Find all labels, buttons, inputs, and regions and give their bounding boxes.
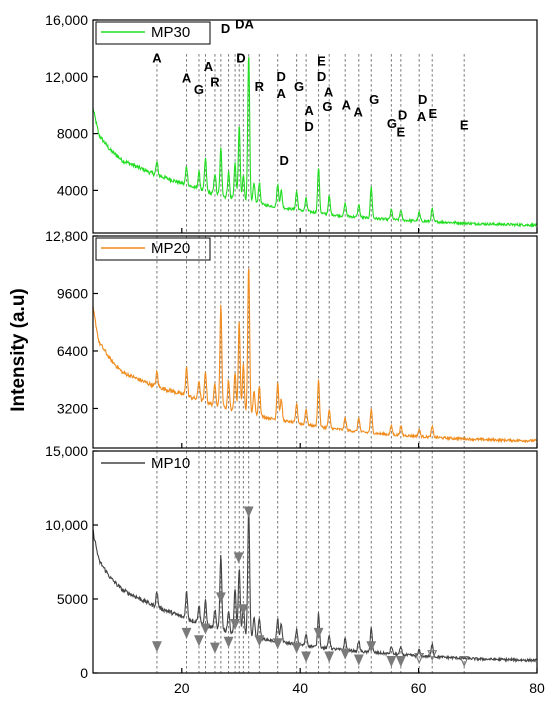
y-tick-label: 12,800 xyxy=(45,228,88,244)
peak-arrow xyxy=(340,648,351,660)
panel-mp10: 0 5000 10,000 15,000 MP10 xyxy=(45,443,538,681)
legend-label: MP30 xyxy=(151,24,190,41)
phase-label: A xyxy=(354,105,364,120)
phase-label: D xyxy=(398,107,407,122)
peak-arrow xyxy=(313,627,324,639)
phase-label: A xyxy=(152,51,162,66)
phase-label: E xyxy=(460,117,469,132)
x-tick-label: 80 xyxy=(529,680,545,696)
phase-label: D xyxy=(280,153,289,168)
phase-label: G xyxy=(387,116,397,131)
peak-arrow xyxy=(200,623,211,635)
phase-label: R xyxy=(210,75,220,90)
peak-arrow xyxy=(386,656,397,668)
x-tick-label: 20 xyxy=(174,680,190,696)
y-tick-label: 5000 xyxy=(57,591,88,607)
phase-label: D xyxy=(236,51,245,66)
x-tick-label: 40 xyxy=(292,680,308,696)
phase-label: E xyxy=(397,124,406,139)
phase-label: A xyxy=(417,109,427,124)
phase-label: DA xyxy=(235,17,254,32)
phase-label: R xyxy=(255,79,265,94)
peak-arrow xyxy=(272,638,283,650)
panel-mp20: 3200 6400 9600 12,800 MP20 xyxy=(45,228,538,449)
phase-label: A xyxy=(182,70,192,85)
phase-label: E xyxy=(317,53,326,68)
spectrum-line-mp30 xyxy=(92,56,538,228)
peak-arrow xyxy=(254,635,265,647)
spectrum-line-mp10 xyxy=(92,511,538,664)
phase-label: A xyxy=(324,85,334,100)
legend-label: MP10 xyxy=(151,455,190,472)
y-tick-label: 3200 xyxy=(57,400,88,416)
peak-arrow xyxy=(395,656,406,668)
legend-box xyxy=(95,21,211,45)
peak-arrow xyxy=(181,627,192,639)
phase-label: A xyxy=(304,103,314,118)
peak-arrow xyxy=(243,506,254,518)
peak-arrow xyxy=(238,604,249,616)
y-tick-label: 0 xyxy=(80,665,88,681)
panel-frame xyxy=(92,19,538,234)
phase-label: D xyxy=(221,21,230,36)
y-tick-label: 16,000 xyxy=(45,12,88,28)
peak-arrow xyxy=(366,641,377,653)
y-tick-label: 4000 xyxy=(57,182,88,198)
peak-arrow xyxy=(301,651,312,663)
y-tick-label: 12,000 xyxy=(45,69,88,85)
phase-label: D xyxy=(277,69,286,84)
peak-arrow xyxy=(291,642,302,654)
phase-label: E xyxy=(428,106,437,121)
peak-arrow xyxy=(215,592,226,604)
y-tick-label: 10,000 xyxy=(45,517,88,533)
peak-arrow xyxy=(223,636,234,648)
phase-label: A xyxy=(204,59,214,74)
panel-frame xyxy=(92,235,538,449)
x-tick-label: 60 xyxy=(411,680,427,696)
phase-label: D xyxy=(304,119,313,134)
peak-arrow xyxy=(194,635,204,647)
phase-label: G xyxy=(294,79,304,94)
phase-label: G xyxy=(194,82,204,97)
peak-arrow xyxy=(459,656,470,668)
legend-label: MP20 xyxy=(151,240,190,257)
peak-arrow xyxy=(152,641,162,653)
phase-label: A xyxy=(277,86,287,101)
peak-arrow xyxy=(230,619,241,631)
legend-box xyxy=(95,237,211,261)
y-tick-label: 6400 xyxy=(57,343,88,359)
y-tick-label: 15,000 xyxy=(45,443,88,459)
phase-label: A xyxy=(342,97,352,112)
phase-label: D xyxy=(317,69,326,84)
y-axis-label: Intensity (a.u) xyxy=(8,288,29,412)
y-tick-label: 9600 xyxy=(57,285,88,301)
phase-label: G xyxy=(369,92,379,107)
phase-label: G xyxy=(322,99,332,114)
spectrum-line-mp20 xyxy=(92,268,538,444)
phase-label: D xyxy=(418,92,427,107)
y-tick-label: 8000 xyxy=(57,126,88,142)
peak-arrow xyxy=(324,651,335,663)
peak-arrow xyxy=(210,642,220,654)
panel-frame xyxy=(92,450,538,674)
peak-arrow xyxy=(427,650,438,662)
peak-arrow xyxy=(353,654,364,666)
peak-arrow xyxy=(414,653,425,665)
peak-arrow xyxy=(233,552,244,564)
